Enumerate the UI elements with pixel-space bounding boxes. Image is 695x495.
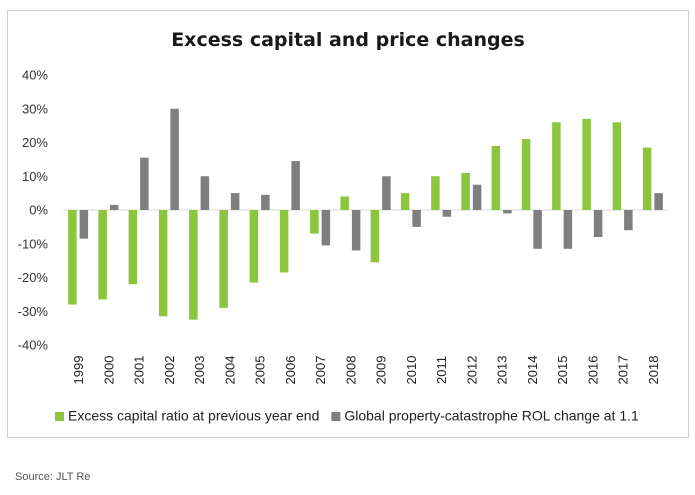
bar-rol-change-2008 xyxy=(351,210,361,251)
bars xyxy=(68,108,663,320)
x-tick-label: 2006 xyxy=(283,356,298,385)
x-tick-label: 2004 xyxy=(222,356,237,385)
bar-rol-change-2016 xyxy=(593,210,603,237)
y-tick-label: 10% xyxy=(22,169,48,184)
bar-rol-change-2009 xyxy=(382,176,391,210)
x-tick-label: 2005 xyxy=(253,356,268,385)
x-tick-label: 2012 xyxy=(464,356,479,385)
bar-excess-capital-2016 xyxy=(582,118,591,210)
bar-excess-capital-2010 xyxy=(400,193,410,210)
bar-rol-change-2018 xyxy=(654,193,663,210)
bar-excess-capital-2002 xyxy=(158,210,168,317)
bar-excess-capital-2012 xyxy=(461,172,470,210)
bar-rol-change-2007 xyxy=(321,210,331,246)
y-tick-label: 20% xyxy=(22,135,48,150)
bar-excess-capital-2005 xyxy=(249,210,259,283)
bar-excess-capital-2004 xyxy=(219,210,228,308)
bar-excess-capital-2003 xyxy=(189,210,198,320)
y-tick-label: -40% xyxy=(18,338,49,353)
bar-rol-change-2005 xyxy=(261,194,270,210)
y-tick-label: -30% xyxy=(18,304,49,319)
bar-rol-change-2012 xyxy=(472,184,482,210)
bar-excess-capital-2007 xyxy=(310,210,319,234)
x-tick-label: 2014 xyxy=(525,356,540,385)
bar-rol-change-2017 xyxy=(624,210,633,231)
bar-excess-capital-2006 xyxy=(279,210,289,273)
y-tick-label: -10% xyxy=(18,236,49,251)
y-tick-label: 40% xyxy=(22,68,48,83)
legend-swatch xyxy=(55,412,64,421)
bar-rol-change-2004 xyxy=(230,193,240,210)
x-tick-label: 2000 xyxy=(101,356,116,385)
bar-rol-change-2000 xyxy=(109,204,119,210)
x-tick-label: 2016 xyxy=(585,356,600,385)
y-tick-label: 30% xyxy=(22,101,48,116)
bar-rol-change-2013 xyxy=(503,210,512,214)
x-tick-label: 2008 xyxy=(343,356,358,385)
x-tick-label: 1999 xyxy=(71,356,86,385)
bar-rol-change-2011 xyxy=(442,210,452,217)
x-tick-label: 2011 xyxy=(434,356,449,384)
chart: Excess capital and price changes 40% 30% 2… xyxy=(18,29,668,424)
y-tick-label: -20% xyxy=(18,270,49,285)
x-tick-label: 2003 xyxy=(192,356,207,385)
legend-swatch xyxy=(331,412,341,421)
bar-excess-capital-2009 xyxy=(370,210,380,263)
x-tick-label: 2010 xyxy=(404,356,419,385)
bar-rol-change-1999 xyxy=(79,210,89,239)
bar-rol-change-2006 xyxy=(291,161,300,210)
legend: Excess capital ratio at previous year en… xyxy=(55,408,639,424)
legend-label: Excess capital ratio at previous year en… xyxy=(68,408,319,424)
bar-excess-capital-2008 xyxy=(340,196,349,210)
y-tick-label: 0% xyxy=(29,203,48,218)
x-tick-label: 2015 xyxy=(555,356,570,385)
bar-rol-change-2003 xyxy=(200,176,210,210)
bar-excess-capital-2018 xyxy=(642,147,652,210)
bar-excess-capital-2013 xyxy=(491,145,501,210)
chart-frame xyxy=(7,10,689,438)
x-tick-label: 2001 xyxy=(132,356,147,385)
x-tick-label: 2007 xyxy=(313,356,328,385)
legend-label: Global property-catastrophe ROL change a… xyxy=(344,408,639,424)
bar-rol-change-2001 xyxy=(140,157,149,210)
bar-excess-capital-2017 xyxy=(612,122,622,210)
x-tick-label: 2009 xyxy=(374,356,389,385)
source-note: Source: JLT Re xyxy=(15,471,91,483)
bar-excess-capital-2014 xyxy=(521,139,531,210)
x-tick-label: 2017 xyxy=(616,356,631,385)
chart-title: Excess capital and price changes xyxy=(171,29,525,51)
bar-excess-capital-2011 xyxy=(431,176,440,210)
bar-rol-change-2002 xyxy=(170,108,179,210)
bar-excess-capital-2000 xyxy=(98,210,107,300)
bar-excess-capital-1999 xyxy=(68,210,77,305)
x-tick-label: 2018 xyxy=(646,356,661,385)
bar-excess-capital-2015 xyxy=(552,122,561,210)
x-axis: 1999 2000 2001 2002 2003 2004 2005 2006 2007 2008… xyxy=(71,356,661,385)
x-tick-label: 2002 xyxy=(162,356,177,385)
bar-excess-capital-2001 xyxy=(128,210,138,285)
bar-rol-change-2015 xyxy=(563,210,573,249)
x-tick-label: 2013 xyxy=(495,356,510,385)
bar-rol-change-2010 xyxy=(412,210,421,227)
bar-rol-change-2014 xyxy=(533,210,542,249)
